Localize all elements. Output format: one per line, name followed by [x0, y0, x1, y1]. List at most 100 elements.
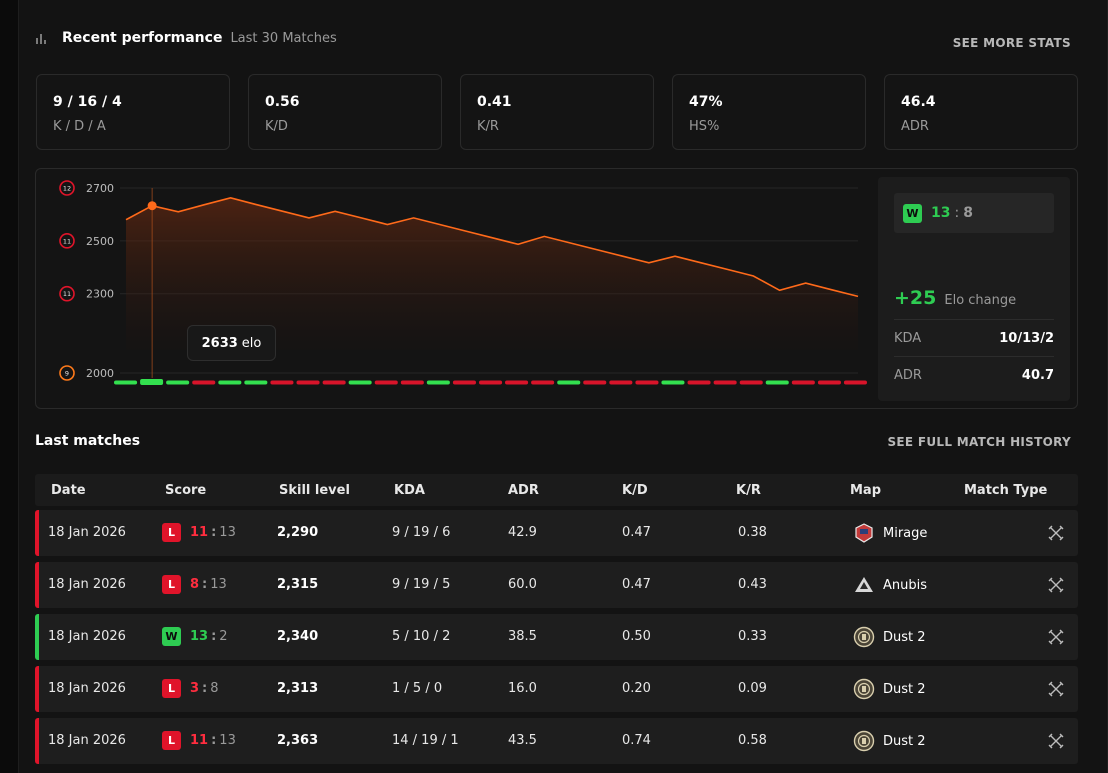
score-opponent: 13 [219, 733, 236, 748]
match-result-marker[interactable] [505, 380, 529, 385]
selected-point[interactable] [147, 201, 157, 211]
result-stripe [35, 614, 39, 660]
match-result-marker[interactable] [348, 380, 372, 385]
see-full-history-link[interactable]: SEE FULL MATCH HISTORY [887, 435, 1071, 449]
match-date: 18 Jan 2026 [48, 525, 126, 540]
match-result-marker[interactable] [531, 380, 555, 385]
col-kda[interactable]: KDA [394, 483, 425, 498]
match-kr: 0.43 [738, 577, 767, 592]
match-kda: 1 / 5 / 0 [392, 681, 443, 696]
col-match-type[interactable]: Match Type [964, 483, 1048, 498]
match-result-marker[interactable] [426, 380, 450, 385]
match-result-marker[interactable] [817, 380, 841, 385]
col-score[interactable]: Score [165, 483, 207, 498]
dust2-icon [853, 678, 875, 700]
match-result-marker[interactable] [244, 380, 268, 385]
match-result-marker[interactable] [166, 380, 190, 385]
tooltip-value: 2633 [201, 335, 238, 351]
match-adr: 60.0 [508, 577, 537, 592]
match-result-marker[interactable] [400, 380, 424, 385]
match-kda: 5 / 10 / 2 [392, 629, 451, 644]
crossed-swords-icon[interactable] [1048, 681, 1064, 697]
stat-card-adr: 46.4 ADR [884, 74, 1078, 150]
match-result-marker[interactable] [218, 380, 242, 385]
score-separator: : [202, 577, 208, 592]
match-result-marker[interactable] [479, 380, 503, 385]
crossed-swords-icon[interactable] [1048, 629, 1064, 645]
col-kr[interactable]: K/R [736, 483, 761, 498]
match-detail-panel: W 13 : 8 +25 Elo change KDA 10/13/2 ADR … [878, 177, 1070, 401]
col-map[interactable]: Map [850, 483, 882, 498]
col-adr[interactable]: ADR [508, 483, 539, 498]
stat-label: K / D / A [53, 119, 106, 134]
detail-score: W 13 : 8 [894, 193, 1054, 233]
crossed-swords-icon[interactable] [1048, 733, 1064, 749]
skill-level-number: 11 [63, 290, 71, 298]
match-adr: 16.0 [508, 681, 537, 696]
skill-level-number: 9 [65, 370, 69, 378]
stat-label: ADR [901, 119, 929, 134]
table-row[interactable]: 18 Jan 2026 L 3:8 2,313 1 / 5 / 0 16.0 0.20 0.0… [35, 666, 1078, 712]
detail-kda-row: KDA 10/13/2 [894, 319, 1054, 356]
result-badge: L [162, 575, 181, 594]
last-matches-title: Last matches [35, 433, 141, 449]
crossed-swords-icon[interactable] [1048, 525, 1064, 541]
match-date: 18 Jan 2026 [48, 681, 126, 696]
table-header: Date Score Skill level KDA ADR K/D K/R M… [35, 474, 1078, 506]
stat-value: 46.4 [901, 94, 936, 110]
skill-level: 2,363 [277, 733, 319, 748]
match-date: 18 Jan 2026 [48, 733, 126, 748]
section-header: Recent performance Last 30 Matches [36, 30, 337, 46]
skill-level-icon [59, 180, 75, 196]
see-more-stats-link[interactable]: SEE MORE STATS [952, 36, 1071, 50]
match-kd: 0.47 [622, 525, 651, 540]
table-row[interactable]: 18 Jan 2026 L 11:13 2,363 14 / 19 / 1 43.5 0.7… [35, 718, 1078, 764]
match-map: Mirage [853, 522, 927, 544]
match-score: L 8:13 [162, 575, 227, 594]
match-result-marker[interactable] [635, 380, 659, 385]
col-skill-level[interactable]: Skill level [279, 483, 350, 498]
elo-chart[interactable]: 12 2700 11 2500 11 2300 9 2000 [0, 0, 1108, 420]
match-kd: 0.74 [622, 733, 651, 748]
match-score: W 13:2 [162, 627, 228, 646]
match-result-marker[interactable] [296, 380, 320, 385]
score-separator: : [202, 681, 208, 696]
stat-value: 47% [689, 94, 723, 110]
table-row[interactable]: 18 Jan 2026 L 8:13 2,315 9 / 19 / 5 60.0 0.47 0… [35, 562, 1078, 608]
match-result-marker[interactable] [140, 379, 164, 385]
match-result-marker[interactable] [713, 380, 737, 385]
col-kd[interactable]: K/D [622, 483, 648, 498]
y-tick-label: 2000 [86, 367, 114, 380]
match-result-marker[interactable] [609, 380, 633, 385]
match-result-marker[interactable] [270, 380, 294, 385]
match-result-marker[interactable] [557, 380, 581, 385]
crossed-swords-icon[interactable] [1048, 577, 1064, 593]
match-result-marker[interactable] [791, 380, 815, 385]
match-result-marker[interactable] [322, 380, 346, 385]
match-result-marker[interactable] [583, 380, 607, 385]
anubis-icon [855, 577, 873, 592]
score-team: 11 [190, 733, 209, 748]
table-row[interactable]: 18 Jan 2026 W 13:2 2,340 5 / 10 / 2 38.5 0.50 0… [35, 614, 1078, 660]
match-result-marker[interactable] [661, 380, 685, 385]
match-score: L 11:13 [162, 523, 236, 542]
skill-level: 2,315 [277, 577, 319, 592]
stat-label: K/D [265, 119, 288, 134]
skill-level-icon [59, 285, 75, 302]
match-kd: 0.20 [622, 681, 651, 696]
match-result-marker[interactable] [687, 380, 711, 385]
stat-card-kd: 0.56 K/D [248, 74, 442, 150]
elo-change-value: +25 [894, 287, 937, 309]
col-date[interactable]: Date [51, 483, 86, 498]
match-result-marker[interactable] [739, 380, 763, 385]
score-separator: : [211, 733, 217, 748]
match-result-marker[interactable] [114, 380, 138, 385]
match-result-marker[interactable] [843, 380, 867, 385]
match-result-marker[interactable] [192, 380, 216, 385]
match-result-marker[interactable] [374, 380, 398, 385]
match-kr: 0.33 [738, 629, 767, 644]
table-row[interactable]: 18 Jan 2026 L 11:13 2,290 9 / 19 / 6 42.9 0.47… [35, 510, 1078, 556]
match-result-marker[interactable] [452, 380, 476, 385]
match-adr: 43.5 [508, 733, 537, 748]
match-result-marker[interactable] [765, 380, 789, 385]
